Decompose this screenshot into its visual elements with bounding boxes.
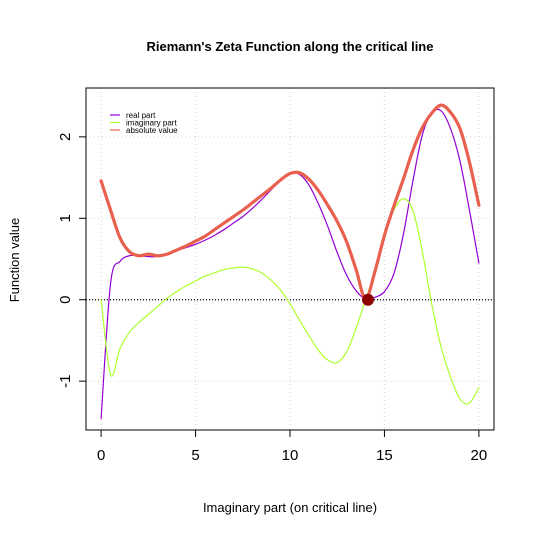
x-axis-label: Imaginary part (on critical line): [203, 500, 377, 515]
x-tick-label: 15: [376, 447, 393, 464]
legend-label: absolute value: [126, 126, 178, 135]
zeta-zero-point: [362, 293, 375, 306]
x-tick-label: 5: [191, 447, 199, 464]
series-lines: [99, 103, 481, 420]
absolute-value-line: [99, 103, 481, 301]
grid: [86, 88, 494, 430]
plot-area-border: [85, 87, 495, 431]
y-tick-label: 1: [57, 214, 74, 222]
x-axis: 0 5 10 15 20: [97, 430, 487, 464]
x-tick-label: 20: [471, 447, 488, 464]
y-tick-label: 2: [57, 133, 74, 141]
y-axis: -1 0 1 2: [57, 133, 86, 388]
y-axis-label: Function value: [7, 218, 22, 303]
highlight-points: [362, 293, 375, 306]
legend-label: real part: [126, 111, 156, 120]
legend-label: imaginary part: [126, 119, 177, 128]
chart-title: Riemann's Zeta Function along the critic…: [147, 39, 434, 54]
y-tick-label: 0: [57, 296, 74, 304]
x-tick-label: 0: [97, 447, 105, 464]
x-tick-label: 10: [282, 447, 299, 464]
imaginary-part-line: [100, 198, 480, 405]
y-tick-label: -1: [57, 374, 74, 387]
